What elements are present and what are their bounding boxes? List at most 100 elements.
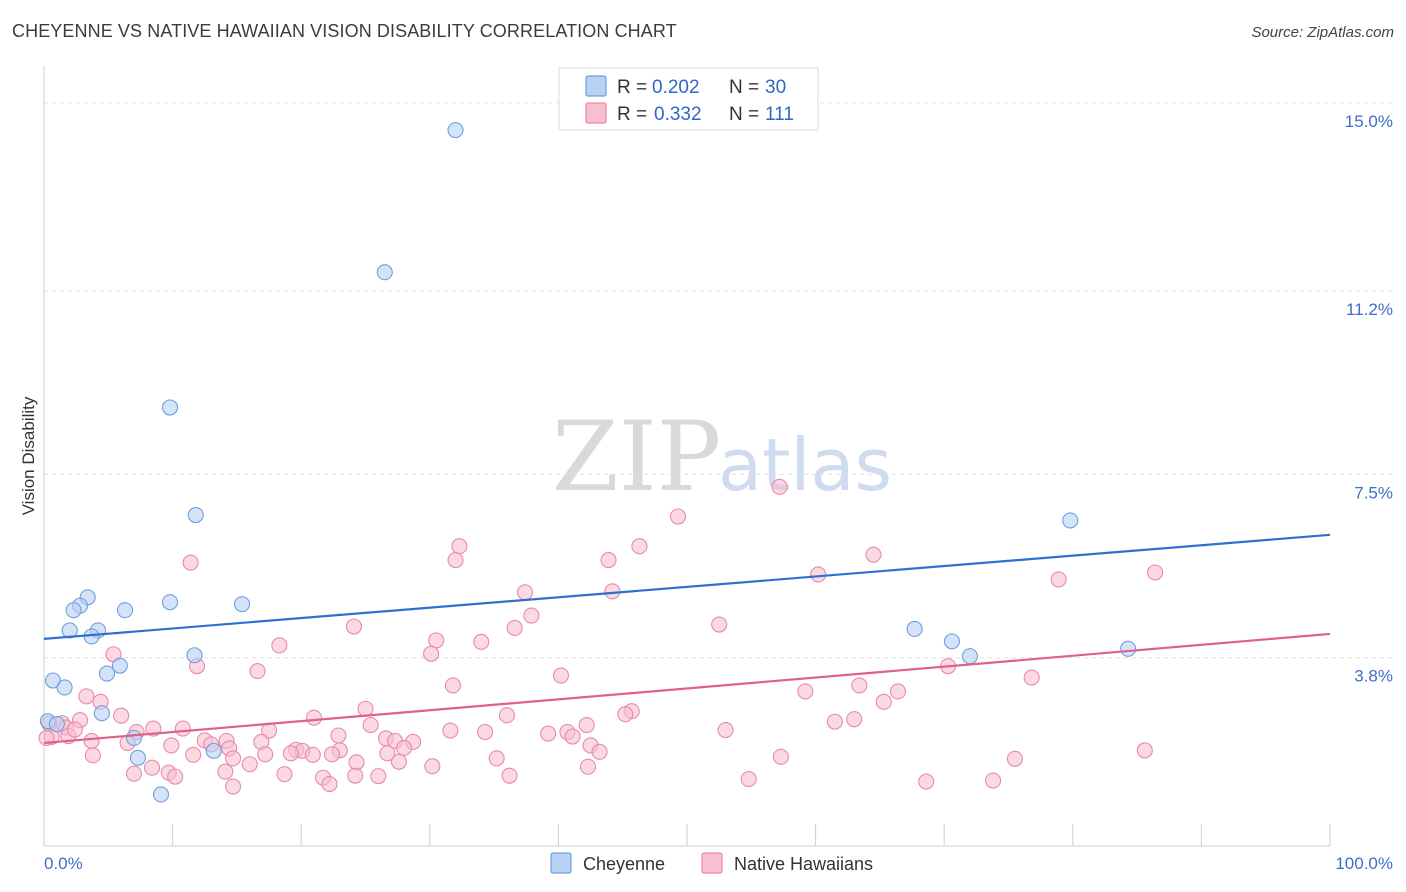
native-hawaiians-point-14 [711, 616, 728, 633]
cheyenne-point-19 [111, 657, 128, 674]
watermark-zip: ZIP [552, 401, 721, 513]
native-hawaiians-point-74 [396, 739, 413, 756]
cheyenne-point-15 [943, 633, 960, 650]
cheyenne-point-9 [161, 594, 179, 611]
cheyenne-point-29 [152, 786, 170, 803]
native-hawaiians-point-58 [330, 727, 347, 744]
native-hawaiians-point-108 [918, 773, 935, 790]
y-tick-labels: 3.8% 7.5% 11.2% 15.0% [1345, 112, 1393, 686]
native-hawaiians-point-87 [185, 746, 202, 763]
native-hawaiians-point-45 [362, 717, 379, 734]
native-hawaiians-point-95 [348, 754, 365, 771]
native-hawaiians-point-24 [249, 663, 266, 680]
cheyenne-r-value: 0.202 [652, 77, 700, 98]
native-hawaiians-point-30 [797, 683, 814, 700]
native-hawaiians-point-97 [143, 759, 161, 776]
native-hawaiians-point-89 [488, 750, 505, 767]
native-hawaiians-point-85 [66, 721, 83, 738]
cheyenne-point-22 [56, 679, 73, 696]
native-hawaiians-point-5 [600, 552, 617, 569]
native-hawaiians-point-101 [276, 766, 293, 783]
native-hawaiians-r-label: R = [617, 104, 647, 125]
native-hawaiians-point-38 [306, 709, 323, 726]
trend-lines [43, 533, 1331, 745]
native-hawaiians-point-3 [631, 538, 648, 555]
native-hawaiians-point-107 [740, 771, 757, 788]
cheyenne-points [39, 121, 1137, 803]
native-hawaiians-point-15 [345, 618, 362, 635]
native-hawaiians-point-49 [174, 720, 191, 737]
cheyenne-point-26 [48, 716, 65, 733]
native-hawaiians-point-7 [865, 546, 882, 563]
cheyenne-point-23 [93, 705, 110, 722]
native-hawaiians-point-10 [1050, 571, 1067, 588]
watermark-atlas: atlas [718, 423, 892, 507]
native-hawaiians-point-60 [564, 728, 581, 745]
native-hawaiians-point-52 [477, 723, 494, 741]
cheyenne-point-18 [961, 648, 978, 665]
native-hawaiians-point-77 [591, 743, 608, 760]
cheyenne-point-24 [125, 729, 143, 747]
native-hawaiians-point-82 [282, 745, 299, 762]
native-hawaiians-point-80 [84, 747, 101, 764]
native-hawaiians-point-88 [224, 750, 242, 767]
native-hawaiians-point-110 [321, 776, 338, 793]
native-hawaiians-point-51 [442, 722, 459, 739]
y-axis-label: Vision Disability [19, 396, 38, 515]
native-hawaiians-point-4 [447, 552, 464, 569]
cheyenne-point-20 [98, 665, 116, 682]
native-hawaiians-point-6 [182, 554, 199, 571]
native-hawaiians-n-label: N = [729, 104, 759, 125]
cheyenne-trend-line [43, 533, 1331, 640]
cheyenne-n-value: 30 [765, 77, 786, 98]
cheyenne-point-27 [205, 742, 222, 759]
cheyenne-point-16 [1120, 640, 1137, 657]
native-hawaiians-point-31 [78, 688, 95, 705]
cheyenne-point-10 [233, 596, 251, 613]
native-hawaiians-point-25 [552, 667, 570, 684]
cheyenne-point-11 [61, 622, 78, 639]
native-hawaiians-point-84 [324, 746, 341, 763]
native-hawaiians-n-value: 111 [765, 104, 794, 125]
native-hawaiians-legend-swatch [585, 102, 607, 124]
native-hawaiians-point-78 [1136, 742, 1153, 759]
native-hawaiians-point-40 [826, 713, 843, 730]
native-hawaiians-point-104 [347, 767, 364, 784]
cheyenne-n-label: N = [729, 77, 759, 98]
cheyenne-point-7 [65, 602, 82, 619]
y-tick-label-1: 7.5% [1354, 483, 1393, 502]
native-hawaiians-point-105 [370, 768, 387, 785]
x-tick-label-0: 0.0% [44, 854, 83, 873]
cheyenne-point-28 [129, 749, 146, 766]
native-hawaiians-point-73 [379, 745, 396, 762]
native-hawaiians-point-26 [1023, 669, 1040, 686]
correlation-legend: R = 0.202 N = 30 R = 0.332 N = 111 [558, 67, 819, 131]
cheyenne-point-14 [906, 620, 923, 638]
native-hawaiians-point-111 [224, 778, 242, 795]
native-hawaiians-point-29 [889, 683, 906, 700]
native-hawaiians-point-94 [424, 758, 441, 775]
native-hawaiians-swatch [701, 852, 723, 874]
native-hawaiians-point-0 [771, 478, 788, 495]
native-hawaiians-point-41 [113, 707, 130, 724]
cheyenne-point-2 [161, 399, 179, 416]
native-hawaiians-point-102 [167, 768, 184, 785]
y-tick-label-2: 11.2% [1346, 300, 1393, 319]
native-hawaiians-point-100 [125, 765, 143, 782]
y-tick-label-0: 3.8% [1354, 667, 1393, 686]
native-hawaiians-point-98 [217, 763, 234, 780]
native-hawaiians-point-37 [498, 707, 516, 724]
series-legend: Cheyenne Native Hawaiians [550, 852, 873, 874]
cheyenne-legend-label: Cheyenne [583, 854, 665, 874]
chart-source: Source: ZipAtlas.com [1251, 24, 1394, 41]
cheyenne-point-4 [1062, 512, 1079, 529]
native-hawaiians-point-20 [423, 645, 440, 662]
native-hawaiians-trend-line [43, 632, 1331, 745]
native-hawaiians-point-34 [357, 700, 374, 717]
axes [43, 66, 1331, 847]
native-hawaiians-point-54 [540, 725, 557, 742]
native-hawaiians-point-11 [516, 584, 534, 601]
native-hawaiians-point-8 [810, 566, 827, 583]
chart-title: CHEYENNE VS NATIVE HAWAIIAN VISION DISAB… [12, 21, 677, 41]
native-hawaiians-point-12 [604, 583, 621, 600]
